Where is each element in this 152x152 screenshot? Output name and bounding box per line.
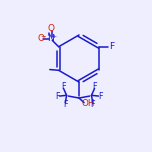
Text: O: O [47, 24, 54, 33]
Text: F: F [109, 42, 114, 51]
Text: −: − [40, 34, 45, 40]
Text: N: N [47, 34, 54, 43]
Text: +: + [51, 34, 56, 39]
Text: F: F [55, 92, 60, 101]
Text: F: F [98, 92, 103, 101]
Text: F: F [61, 82, 66, 91]
Text: F: F [63, 100, 68, 109]
Text: F: F [92, 82, 97, 91]
Text: F: F [90, 100, 95, 109]
Text: OH: OH [82, 99, 95, 109]
Text: O: O [37, 34, 44, 43]
